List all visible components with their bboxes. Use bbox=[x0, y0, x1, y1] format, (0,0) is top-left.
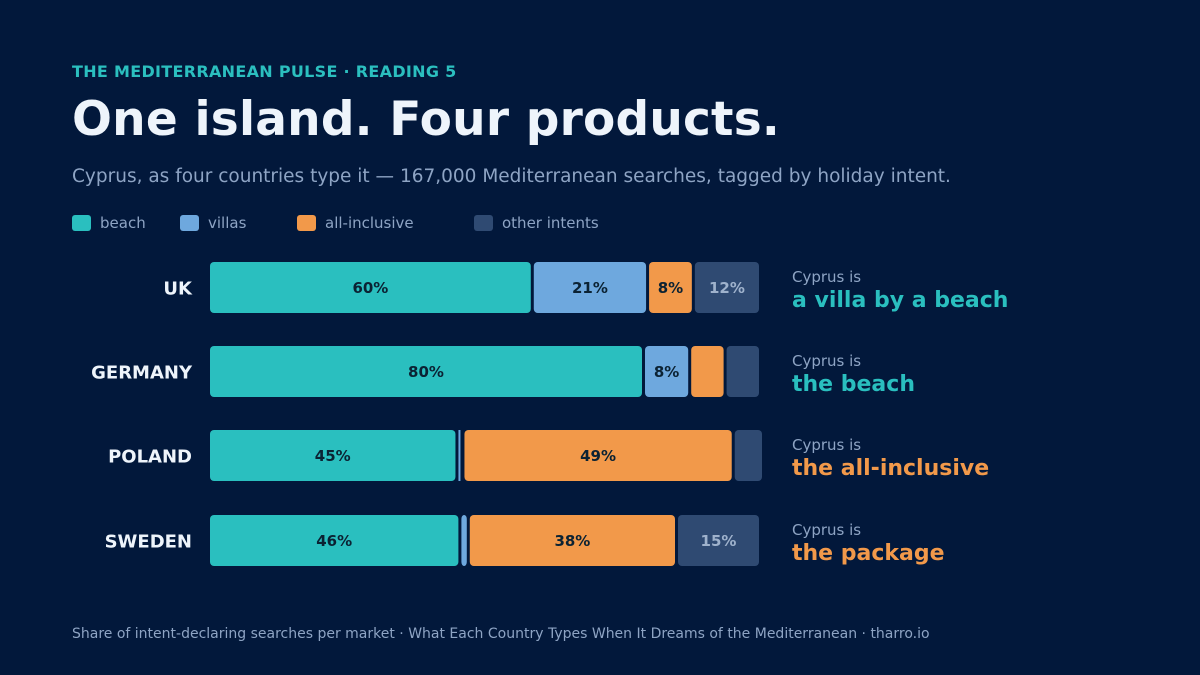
annotation-germany: the beach bbox=[792, 372, 915, 397]
annotation-prefix-uk: Cyprus is bbox=[792, 268, 861, 286]
bar-sweden-beach bbox=[210, 515, 459, 566]
category-label-uk: UK bbox=[163, 279, 193, 300]
bar-germany-villas bbox=[645, 346, 689, 397]
data-label-uk-beach: 60% bbox=[352, 279, 388, 297]
annotation-uk: a villa by a beach bbox=[792, 288, 1008, 313]
legend-label-all-inclusive: all-inclusive bbox=[325, 214, 414, 232]
data-label-germany-villas: 8% bbox=[654, 363, 679, 381]
data-label-sweden-other-intents: 15% bbox=[701, 532, 737, 550]
legend-swatch-all-inclusive bbox=[297, 215, 316, 231]
legend-swatch-beach bbox=[72, 215, 91, 231]
legend-item-other-intents: other intents bbox=[474, 214, 599, 232]
bar-sweden-other-intents bbox=[678, 515, 759, 566]
footer-source: Share of intent-declaring searches per m… bbox=[72, 626, 930, 642]
data-label-germany-beach: 80% bbox=[408, 363, 444, 381]
data-label-sweden-all-inclusive: 38% bbox=[554, 532, 590, 550]
category-label-germany: GERMANY bbox=[91, 363, 193, 384]
legend-label-other-intents: other intents bbox=[502, 214, 599, 232]
bar-poland-other-intents bbox=[734, 430, 762, 481]
legend-item-villas: villas bbox=[180, 214, 246, 232]
category-label-sweden: SWEDEN bbox=[105, 532, 192, 553]
legend-label-beach: beach bbox=[100, 214, 146, 232]
bar-poland-beach bbox=[210, 430, 456, 481]
bar-uk-villas bbox=[533, 262, 647, 313]
data-label-uk-all-inclusive: 8% bbox=[658, 279, 683, 297]
category-label-poland: POLAND bbox=[108, 447, 192, 468]
page-title: One island. Four products. bbox=[72, 92, 780, 147]
data-label-uk-other-intents: 12% bbox=[709, 279, 745, 297]
data-label-poland-beach: 45% bbox=[315, 447, 351, 465]
data-label-uk-villas: 21% bbox=[572, 279, 608, 297]
annotation-prefix-germany: Cyprus is bbox=[792, 352, 861, 370]
bar-sweden-all-inclusive bbox=[469, 515, 675, 566]
legend-swatch-other-intents bbox=[474, 215, 493, 231]
annotation-prefix-sweden: Cyprus is bbox=[792, 521, 861, 539]
legend-item-all-inclusive: all-inclusive bbox=[297, 214, 414, 232]
bar-poland-all-inclusive bbox=[464, 430, 732, 481]
bar-germany-all-inclusive bbox=[691, 346, 724, 397]
bar-uk-all-inclusive bbox=[649, 262, 692, 313]
kicker: THE MEDITERRANEAN PULSE · READING 5 bbox=[72, 62, 457, 81]
bar-uk-other-intents bbox=[694, 262, 759, 313]
bar-germany-beach bbox=[210, 346, 642, 397]
legend-item-beach: beach bbox=[72, 214, 146, 232]
annotation-poland: the all-inclusive bbox=[792, 456, 989, 481]
bar-sweden-villas bbox=[461, 515, 467, 566]
legend-label-villas: villas bbox=[208, 214, 247, 232]
legend-swatch-villas bbox=[180, 215, 199, 231]
page-subtitle: Cyprus, as four countries type it — 167,… bbox=[72, 166, 951, 187]
bar-uk-beach bbox=[210, 262, 531, 313]
bar-germany-other-intents bbox=[726, 346, 759, 397]
data-label-sweden-beach: 46% bbox=[316, 532, 352, 550]
data-label-poland-all-inclusive: 49% bbox=[580, 447, 616, 465]
annotation-sweden: the package bbox=[792, 541, 945, 566]
annotation-prefix-poland: Cyprus is bbox=[792, 436, 861, 454]
